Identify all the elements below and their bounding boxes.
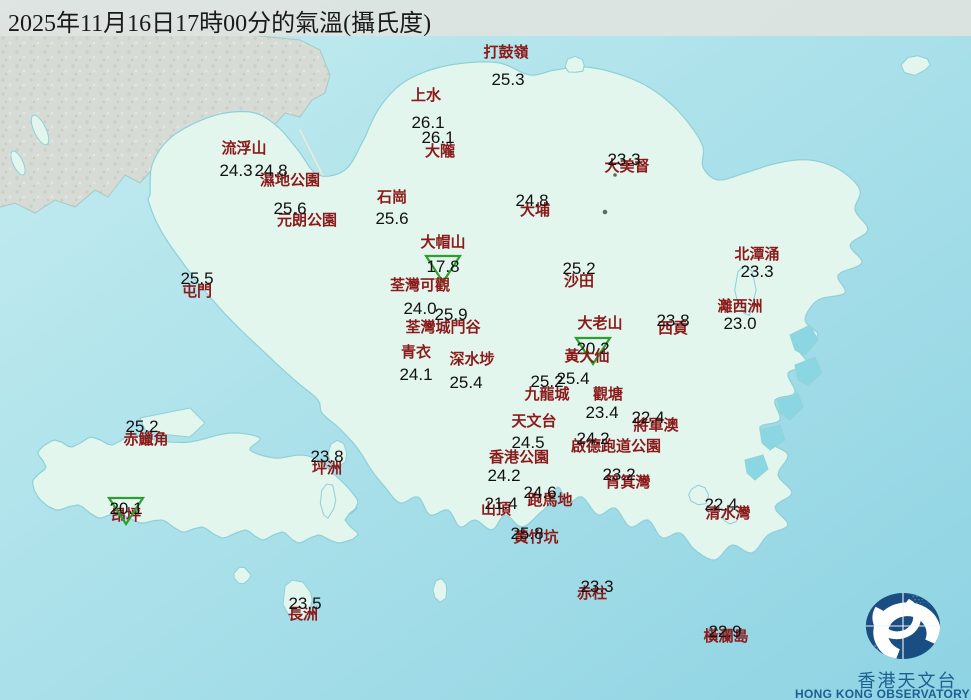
- svg-text:流浮山: 流浮山: [221, 139, 266, 157]
- svg-text:23.5: 23.5: [288, 594, 321, 613]
- svg-text:大帽山: 大帽山: [420, 233, 465, 251]
- svg-text:24.8: 24.8: [254, 161, 287, 180]
- svg-text:17.8: 17.8: [426, 257, 459, 276]
- svg-text:25.3: 25.3: [491, 70, 524, 89]
- svg-text:灕西洲: 灕西洲: [716, 297, 762, 315]
- svg-text:黃大仙: 黃大仙: [564, 347, 609, 365]
- svg-text:24.3: 24.3: [219, 161, 252, 180]
- svg-text:25.6: 25.6: [375, 209, 408, 228]
- svg-text:23.0: 23.0: [723, 314, 756, 333]
- svg-text:23.4: 23.4: [585, 403, 618, 422]
- svg-text:25.9: 25.9: [434, 305, 467, 324]
- svg-text:上水: 上水: [411, 86, 442, 104]
- svg-text:24.6: 24.6: [523, 483, 556, 502]
- svg-text:23.3: 23.3: [740, 262, 773, 281]
- svg-text:24.8: 24.8: [515, 191, 548, 210]
- svg-text:大老山: 大老山: [577, 314, 622, 332]
- svg-text:25.2: 25.2: [562, 259, 595, 278]
- svg-text:20.1: 20.1: [109, 499, 142, 518]
- svg-text:香港公園: 香港公園: [489, 448, 549, 466]
- svg-text:24.2: 24.2: [576, 429, 609, 448]
- svg-text:23.2: 23.2: [602, 465, 635, 484]
- svg-text:北潭涌: 北潭涌: [734, 246, 779, 263]
- svg-text:22.9: 22.9: [708, 622, 741, 641]
- svg-text:深水埗: 深水埗: [449, 350, 494, 368]
- svg-text:26.1: 26.1: [421, 128, 454, 147]
- svg-text:24.2: 24.2: [487, 466, 520, 485]
- svg-text:23.3: 23.3: [607, 150, 640, 169]
- svg-text:天文台: 天文台: [511, 412, 556, 430]
- svg-text:25.6: 25.6: [273, 199, 306, 218]
- svg-text:24.0: 24.0: [403, 299, 436, 318]
- svg-text:25.2: 25.2: [530, 372, 563, 391]
- svg-text:25.8: 25.8: [510, 524, 543, 543]
- svg-text:23.8: 23.8: [656, 311, 689, 330]
- svg-text:25.4: 25.4: [449, 373, 482, 392]
- svg-text:23.3: 23.3: [580, 577, 613, 596]
- svg-text:青衣: 青衣: [401, 343, 431, 361]
- svg-text:25.2: 25.2: [125, 417, 158, 436]
- svg-text:荃灣可觀: 荃灣可觀: [390, 276, 450, 294]
- svg-text:打鼓嶺: 打鼓嶺: [483, 43, 528, 61]
- svg-text:22.4: 22.4: [631, 408, 664, 427]
- svg-text:24.1: 24.1: [399, 365, 432, 384]
- svg-text:觀塘: 觀塘: [593, 385, 623, 403]
- svg-text:21.4: 21.4: [484, 494, 517, 513]
- svg-text:23.8: 23.8: [310, 447, 343, 466]
- svg-text:22.4: 22.4: [704, 495, 737, 514]
- svg-text:石崗: 石崗: [376, 188, 407, 206]
- svg-text:25.5: 25.5: [180, 269, 213, 288]
